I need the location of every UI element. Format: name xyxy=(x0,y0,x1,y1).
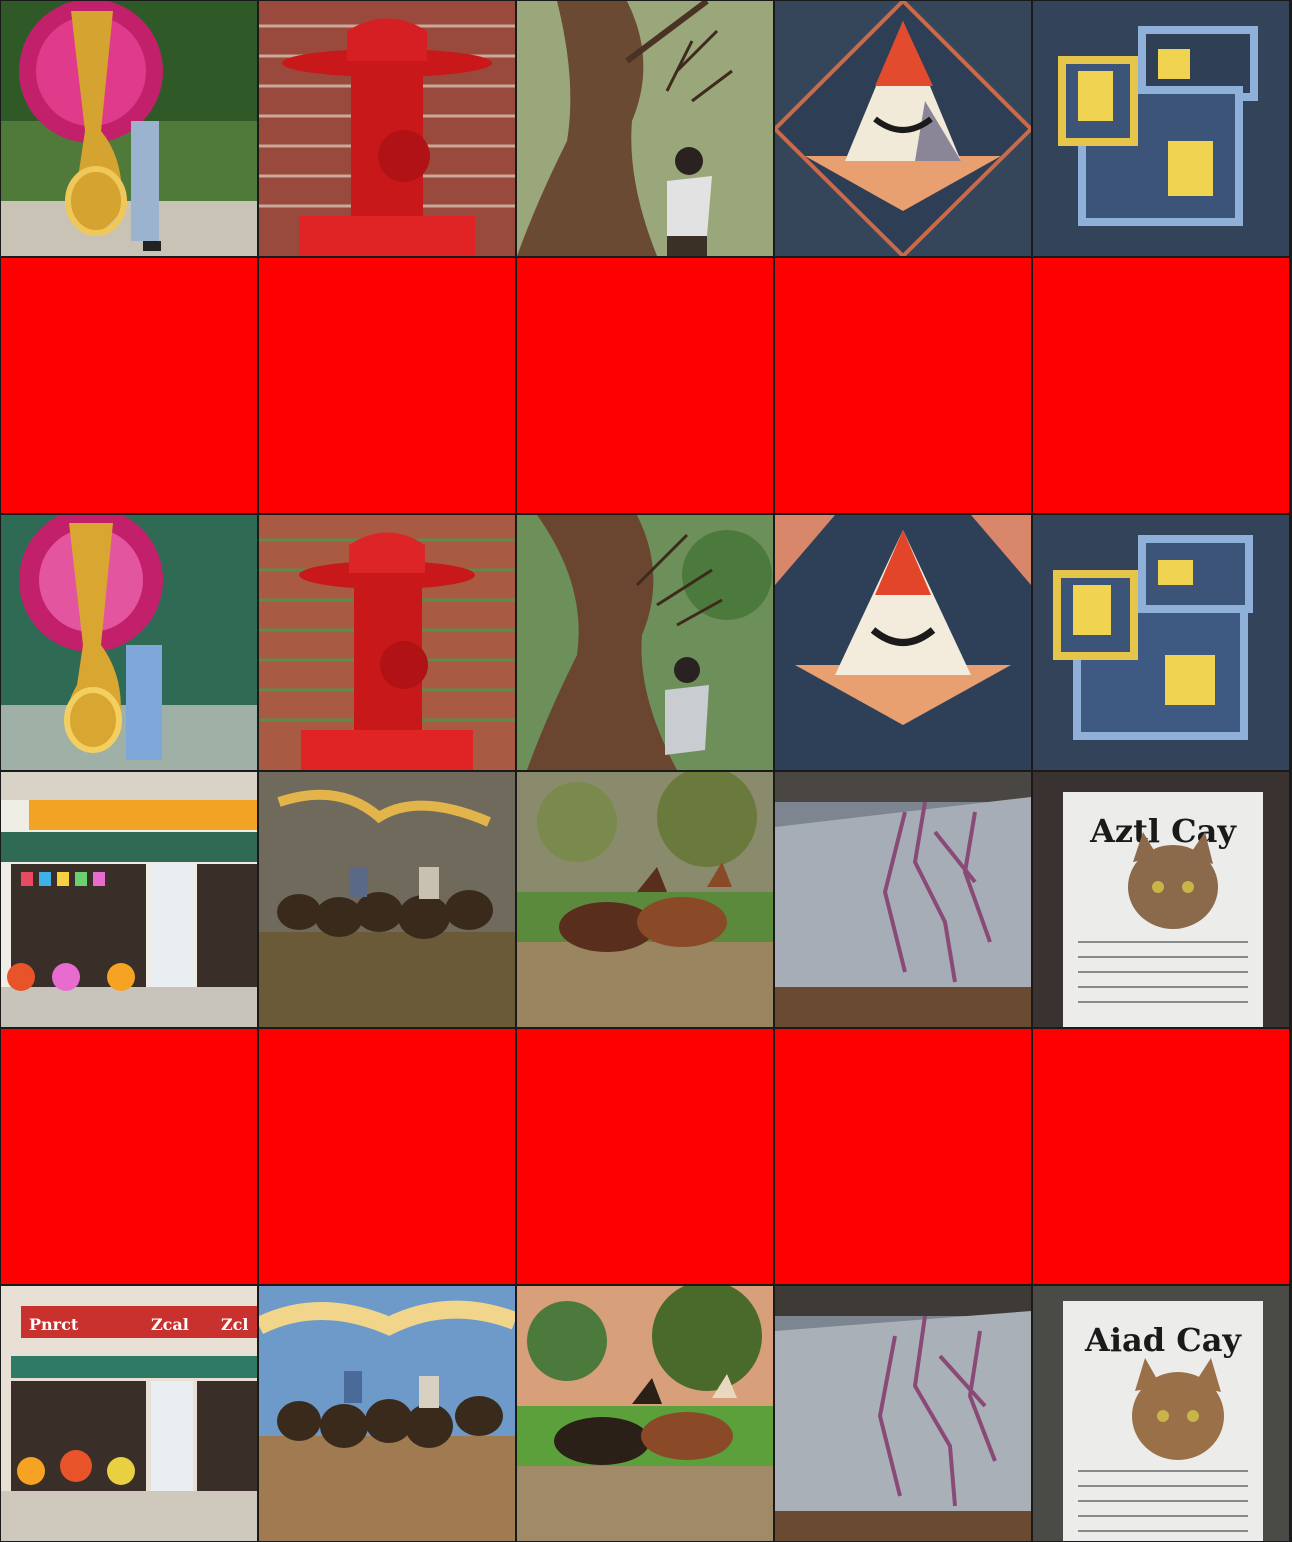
placeholder-tile xyxy=(775,1029,1031,1284)
placeholder-tile xyxy=(775,258,1031,513)
placeholder-tile xyxy=(1,258,257,513)
image-fire-hydrant xyxy=(259,1,515,256)
cracked-wall-image xyxy=(775,1286,1031,1541)
running-horses-image xyxy=(517,1286,773,1541)
image-trays-blocks xyxy=(1033,1,1289,256)
image-trays-blocks-2 xyxy=(1033,515,1289,770)
image-buffalo-herd-2 xyxy=(259,1286,515,1541)
placeholder-tile xyxy=(259,1029,515,1284)
fire-hydrant-image xyxy=(259,1,515,256)
store-sign-right: Zcl xyxy=(221,1315,249,1334)
buffalo-herd-image xyxy=(259,1286,515,1541)
placeholder-tile xyxy=(517,1029,773,1284)
image-tree-trimming xyxy=(517,1,773,256)
newspaper-headline: Aiad Cay xyxy=(1084,1321,1242,1359)
storefront-image xyxy=(1,772,257,1027)
trays-blocks-image xyxy=(1033,515,1289,770)
image-running-horses-2 xyxy=(517,1286,773,1541)
image-tree-trimming-2 xyxy=(517,515,773,770)
tuba-flowers-image xyxy=(1,1,257,256)
geometric-triangle-image xyxy=(775,515,1031,770)
image-cracked-wall-2 xyxy=(775,1286,1031,1541)
fire-hydrant-image xyxy=(259,515,515,770)
store-sign-mid: Zcal xyxy=(151,1315,189,1334)
image-tuba-flowers xyxy=(1,1,257,256)
placeholder-tile xyxy=(1033,258,1289,513)
newspaper-headline: Aztl Cay xyxy=(1089,812,1237,850)
tuba-flowers-image xyxy=(1,515,257,770)
image-tuba-flowers-2 xyxy=(1,515,257,770)
running-horses-image xyxy=(517,772,773,1027)
image-storefront xyxy=(1,772,257,1027)
trays-blocks-image xyxy=(1033,1,1289,256)
image-cat-newspaper: Aztl Cay xyxy=(1033,772,1289,1027)
storefront-image: Pnrct Zcal Zcl xyxy=(1,1286,257,1541)
image-running-horses xyxy=(517,772,773,1027)
cat-newspaper-image: Aztl Cay xyxy=(1033,772,1289,1027)
image-cat-newspaper-2: Aiad Cay xyxy=(1033,1286,1289,1541)
image-geometric-triangle-2 xyxy=(775,515,1031,770)
tree-trimming-image xyxy=(517,515,773,770)
image-storefront-2: Pnrct Zcal Zcl xyxy=(1,1286,257,1541)
buffalo-herd-image xyxy=(259,772,515,1027)
placeholder-tile xyxy=(517,258,773,513)
image-cracked-wall xyxy=(775,772,1031,1027)
image-fire-hydrant-2 xyxy=(259,515,515,770)
cat-newspaper-image: Aiad Cay xyxy=(1033,1286,1289,1541)
placeholder-tile xyxy=(1033,1029,1289,1284)
store-sign-left: Pnrct xyxy=(29,1315,79,1334)
image-geometric-triangle xyxy=(775,1,1031,256)
image-buffalo-herd xyxy=(259,772,515,1027)
tree-trimming-image xyxy=(517,1,773,256)
placeholder-tile xyxy=(259,258,515,513)
geometric-triangle-image xyxy=(775,1,1031,256)
cracked-wall-image xyxy=(775,772,1031,1027)
placeholder-tile xyxy=(1,1029,257,1284)
